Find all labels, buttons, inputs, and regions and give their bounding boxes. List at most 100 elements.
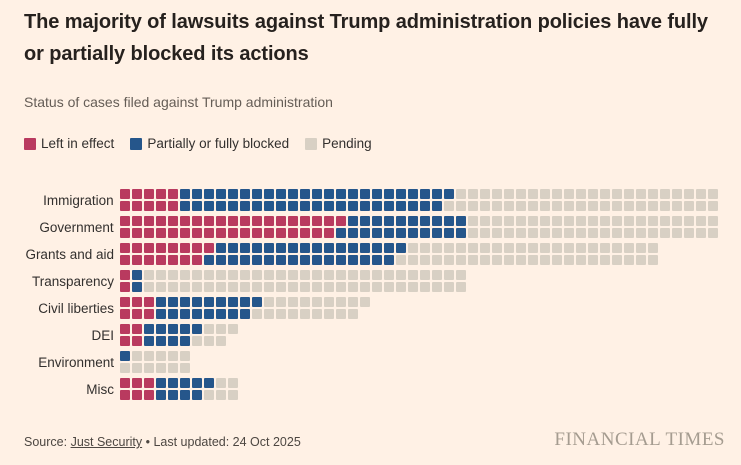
waffle-cell-blocked	[288, 243, 298, 253]
waffle-cell-blocked	[335, 228, 346, 238]
waffle-cell-left_in_effect	[144, 243, 154, 253]
waffle-cell-blocked	[443, 216, 454, 226]
waffle-cell-pending	[456, 243, 466, 253]
waffle-cell-pending	[204, 324, 214, 334]
waffle-cell-pending	[611, 216, 622, 226]
category-row: Immigration	[24, 189, 718, 211]
waffle-cell-pending	[623, 201, 634, 211]
waffle-cell-pending	[611, 228, 622, 238]
waffle-grid	[120, 378, 240, 400]
waffle-cell-left_in_effect	[120, 324, 130, 334]
waffle-cell-pending	[527, 228, 538, 238]
waffle-cell-pending	[671, 201, 682, 211]
waffle-cell-pending	[623, 228, 634, 238]
waffle-cell-pending	[624, 255, 634, 265]
waffle-cell-blocked	[348, 255, 358, 265]
waffle-cell-left_in_effect	[155, 201, 166, 211]
waffle-cell-blocked	[227, 201, 238, 211]
waffle-cell-pending	[587, 189, 598, 199]
chart-title: The majority of lawsuits against Trump a…	[24, 11, 708, 65]
source-prefix: Source:	[24, 435, 71, 449]
waffle-cell-pending	[276, 282, 286, 292]
waffle-cell-pending	[372, 270, 382, 280]
source-link[interactable]: Just Security	[70, 435, 143, 449]
waffle-cell-left_in_effect	[215, 216, 226, 226]
waffle-cell-pending	[228, 270, 238, 280]
waffle-cell-pending	[348, 309, 358, 319]
waffle-cell-pending	[623, 189, 634, 199]
footer: Source: Just Security • Last updated: 24…	[24, 430, 725, 449]
waffle-cell-blocked	[191, 189, 202, 199]
waffle-cell-blocked	[203, 201, 214, 211]
waffle-cell-blocked	[251, 189, 262, 199]
waffle-cell-pending	[444, 270, 454, 280]
waffle-cell-blocked	[240, 243, 250, 253]
waffle-cell-pending	[312, 309, 322, 319]
waffle-cell-blocked	[287, 201, 298, 211]
waffle-cell-pending	[576, 243, 586, 253]
waffle-cell-blocked	[275, 201, 286, 211]
waffle-cell-blocked	[216, 309, 226, 319]
waffle-cell-pending	[479, 189, 490, 199]
waffle-cell-pending	[492, 255, 502, 265]
waffle-cell-pending	[240, 282, 250, 292]
waffle-cell-pending	[120, 363, 130, 373]
waffle-cell-blocked	[192, 324, 202, 334]
waffle-cell-left_in_effect	[203, 228, 214, 238]
waffle-cell-blocked	[347, 189, 358, 199]
waffle-cell-pending	[491, 228, 502, 238]
waffle-cell-blocked	[192, 378, 202, 388]
waffle-cell-blocked	[299, 201, 310, 211]
waffle-cell-blocked	[288, 255, 298, 265]
waffle-cell-left_in_effect	[287, 228, 298, 238]
waffle-cell-pending	[659, 201, 670, 211]
waffle-cell-blocked	[228, 243, 238, 253]
waffle-cell-pending	[611, 189, 622, 199]
waffle-cell-pending	[276, 309, 286, 319]
waffle-cell-left_in_effect	[192, 255, 202, 265]
waffle-cell-pending	[300, 297, 310, 307]
waffle-cell-pending	[599, 201, 610, 211]
waffle-cell-pending	[336, 297, 346, 307]
waffle-cell-left_in_effect	[180, 243, 190, 253]
waffle-cell-pending	[527, 189, 538, 199]
legend-label: Left in effect	[41, 136, 115, 151]
waffle-cell-pending	[216, 390, 226, 400]
waffle-cell-pending	[491, 201, 502, 211]
waffle-cell-pending	[192, 282, 202, 292]
waffle-cell-blocked	[395, 201, 406, 211]
category-row: Government	[24, 216, 718, 238]
waffle-cell-pending	[563, 216, 574, 226]
source-text: Source: Just Security • Last updated: 24…	[24, 435, 301, 449]
waffle-cell-left_in_effect	[144, 390, 154, 400]
waffle-cell-left_in_effect	[120, 336, 130, 346]
waffle-cell-pending	[587, 201, 598, 211]
waffle-cell-blocked	[240, 255, 250, 265]
waffle-cell-pending	[420, 282, 430, 292]
waffle-cell-pending	[564, 255, 574, 265]
waffle-cell-left_in_effect	[180, 255, 190, 265]
waffle-cell-left_in_effect	[263, 216, 274, 226]
waffle-cell-pending	[647, 216, 658, 226]
waffle-cell-blocked	[204, 255, 214, 265]
category-label: Immigration	[43, 192, 114, 208]
waffle-cell-pending	[264, 309, 274, 319]
waffle-cell-left_in_effect	[132, 390, 142, 400]
waffle-cell-pending	[228, 378, 238, 388]
waffle-cell-left_in_effect	[119, 189, 130, 199]
waffle-cell-blocked	[204, 378, 214, 388]
waffle-cell-blocked	[156, 309, 166, 319]
waffle-cell-left_in_effect	[120, 270, 130, 280]
waffle-cell-left_in_effect	[251, 216, 262, 226]
waffle-cell-blocked	[192, 309, 202, 319]
waffle-cell-left_in_effect	[144, 378, 154, 388]
category-row: Civil liberties	[24, 297, 717, 319]
waffle-cell-pending	[695, 216, 706, 226]
waffle-cell-pending	[228, 282, 238, 292]
waffle-cell-blocked	[168, 378, 178, 388]
waffle-cell-pending	[467, 201, 478, 211]
waffle-cell-blocked	[455, 228, 466, 238]
waffle-cell-blocked	[324, 255, 334, 265]
waffle-cell-pending	[252, 309, 262, 319]
